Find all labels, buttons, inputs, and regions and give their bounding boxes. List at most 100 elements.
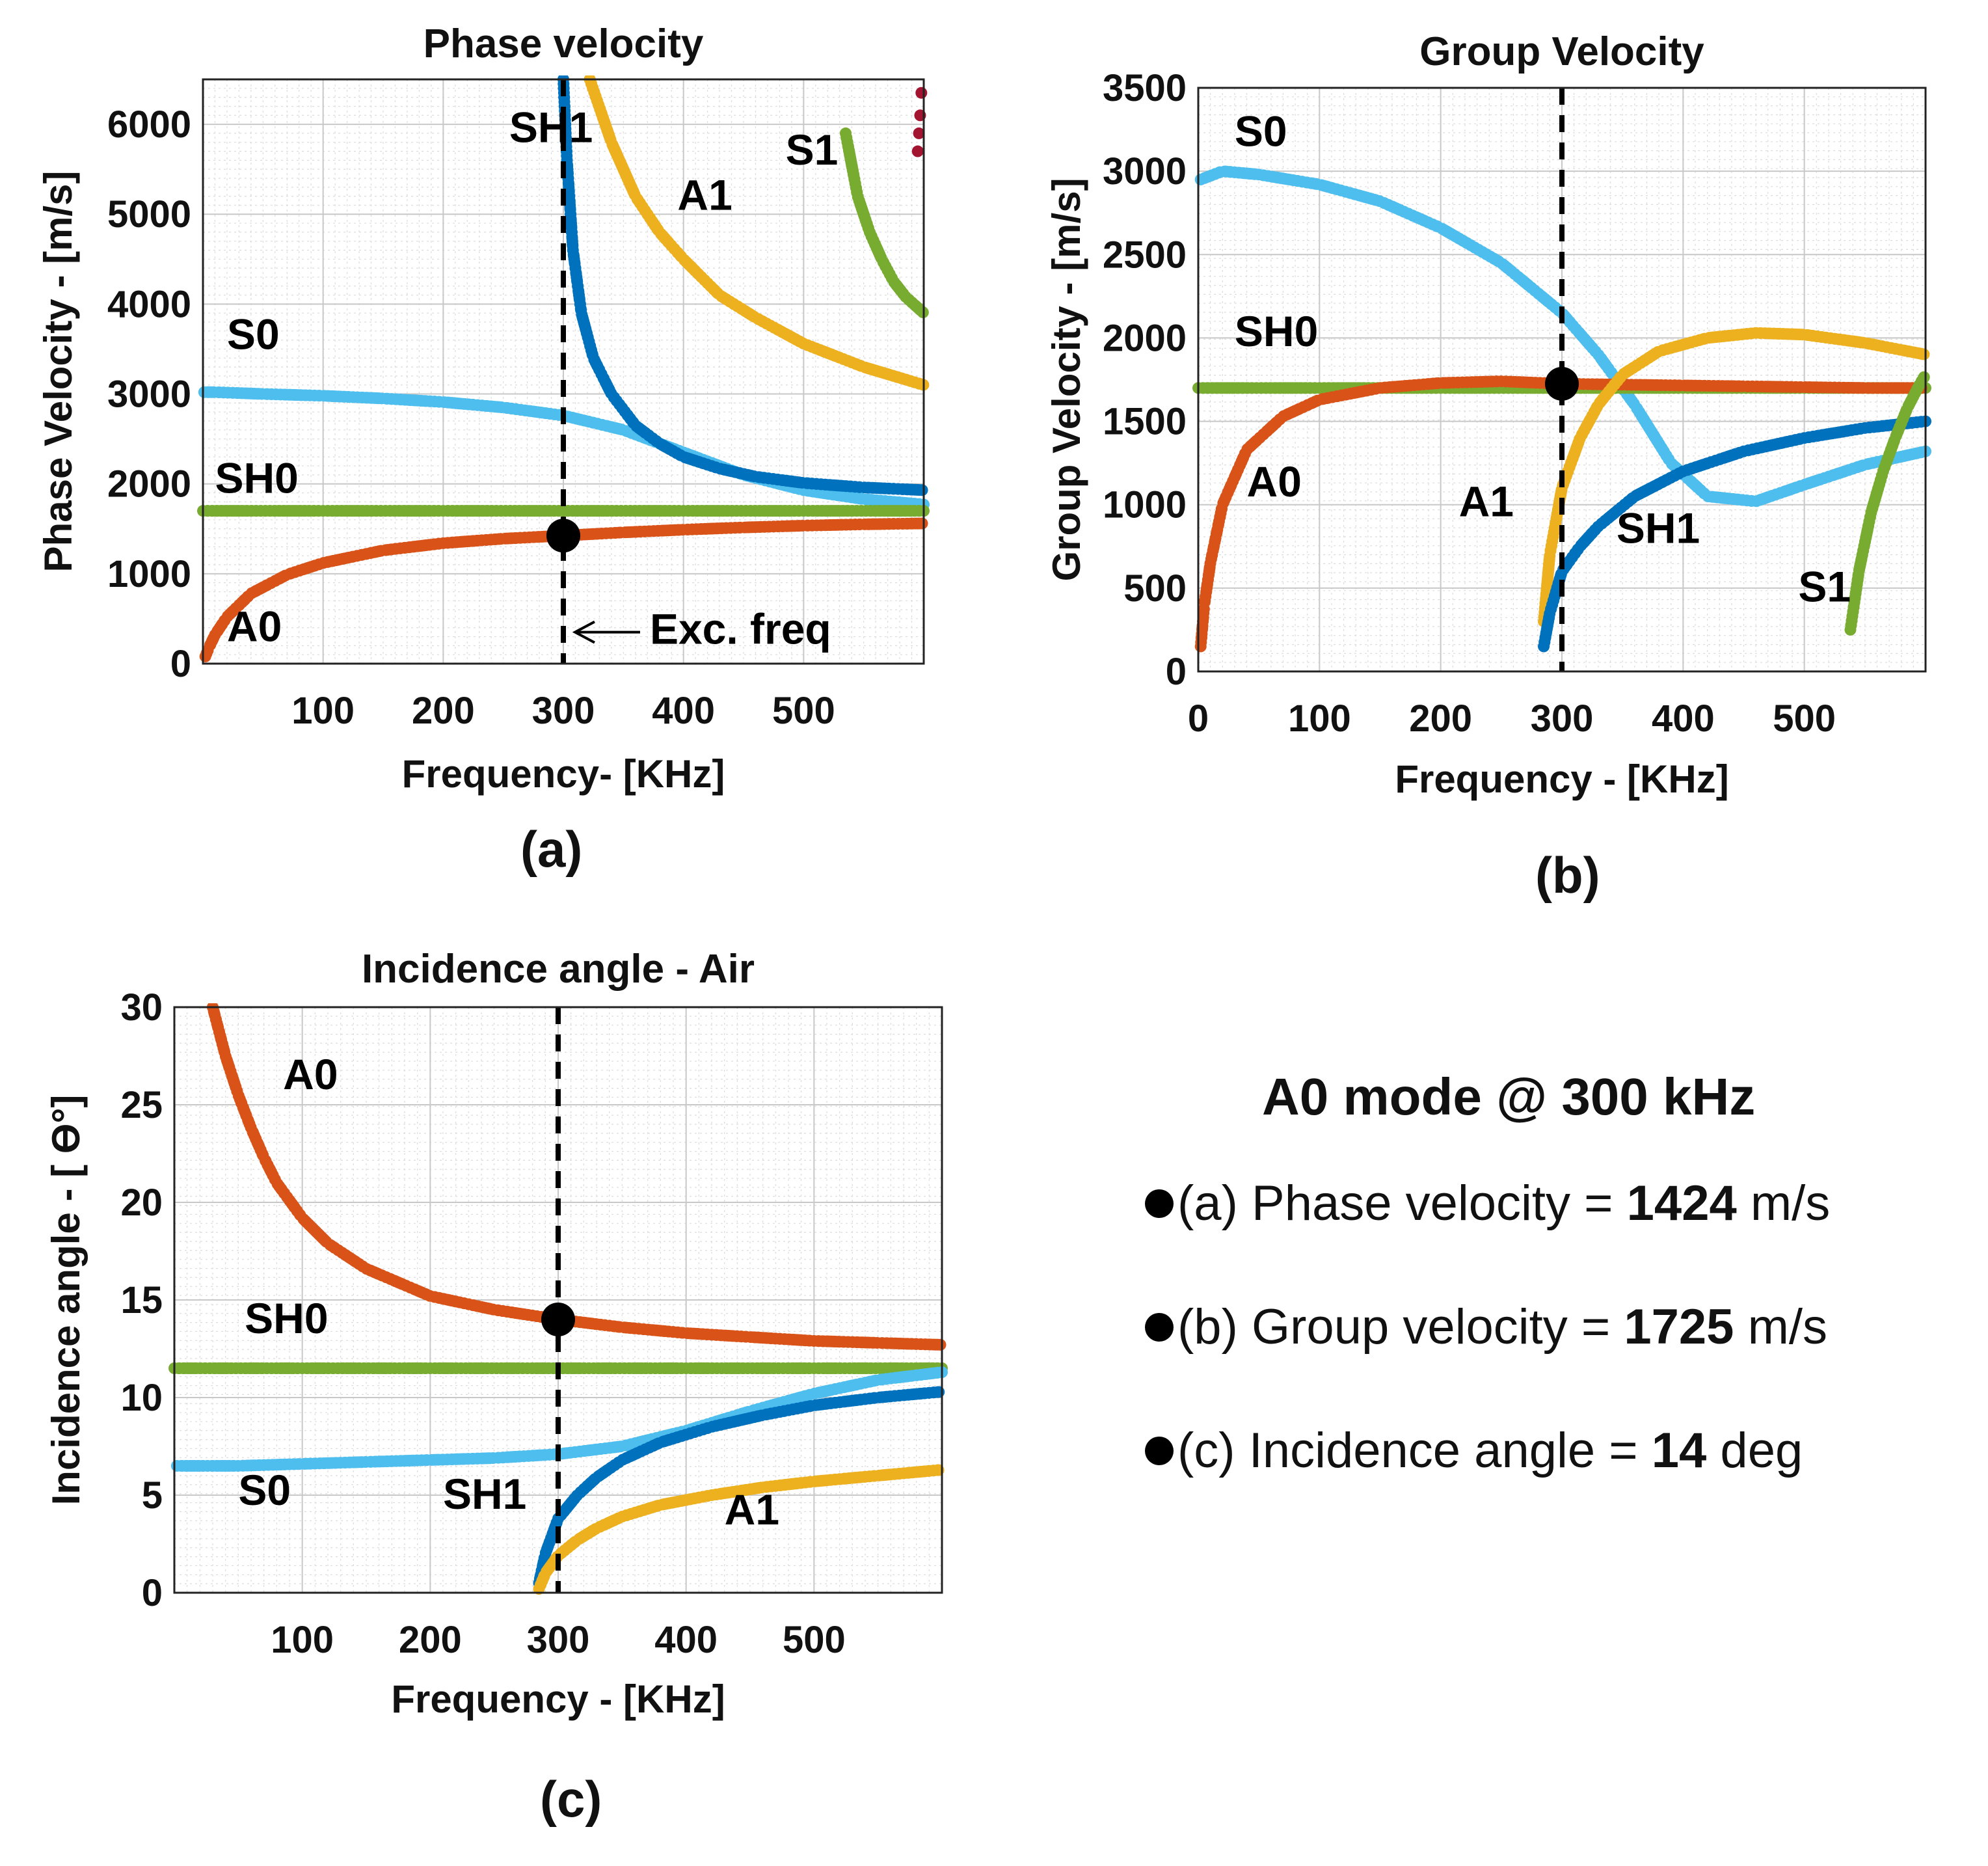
data-point [793,476,805,489]
y-axis-label: Incidence angle - [ ϴ°] [44,1095,88,1506]
mode-label: A1 [1459,478,1514,526]
chart-title: Incidence angle - Air [362,947,755,992]
plot-frame [202,78,925,665]
excitation-point-marker [546,519,580,553]
data-point [1917,372,1929,384]
x-tick-label: 100 [291,690,355,732]
data-point [1672,379,1685,392]
data-point [1369,383,1382,395]
x-tick-label: 100 [1288,697,1351,740]
mode-label: SH0 [1235,307,1318,355]
mode-label: A1 [677,170,732,219]
data-point [868,1336,880,1349]
mode-label: SH0 [215,454,298,502]
x-tick-label: 100 [271,1619,334,1661]
data-point [915,304,927,317]
data-point [1794,433,1807,445]
x-axis-label: Frequency- [KHz] [402,752,725,796]
data-point [1852,570,1864,582]
data-point [1309,382,1321,394]
x-tick-label: 200 [399,1619,462,1661]
data-point [673,524,686,536]
chart-title: Group Velocity [1419,29,1704,74]
y-tick-label: 10 [120,1377,163,1419]
phase-velocity-chart: 100 200 300 400 5000100020003000400050006000… [36,21,930,796]
excitation-point-marker [1545,366,1579,401]
series-a1 [584,75,930,391]
y-tick-label: 3500 [1103,67,1187,109]
data-point [1855,422,1867,435]
data-point [793,505,805,517]
data-point [853,493,866,505]
data-point [676,1327,688,1339]
data-point [493,401,505,413]
data-point [611,1321,624,1333]
data-point [1915,446,1928,459]
mode-label: S0 [238,1466,291,1514]
data-point [915,87,928,99]
data-point [1431,377,1443,390]
data-point [553,505,565,517]
series-sh1 [557,75,928,496]
data-point [913,505,926,517]
data-point [312,505,325,517]
data-point [1794,381,1807,393]
x-tick-label: 300 [527,1619,590,1661]
data-point [292,1458,304,1470]
data-point [913,377,926,390]
chart-title: Phase velocity [423,21,704,66]
data-point [420,1362,432,1374]
x-tick-label: 500 [1773,697,1836,740]
y-tick-label: 6000 [107,103,191,146]
data-point [1733,380,1745,392]
data-point [613,526,625,539]
data-point [793,520,805,532]
mode-label: A0 [227,602,282,650]
mode-label: A1 [725,1485,779,1534]
y-tick-label: 0 [1166,651,1187,693]
group-velocity-chart: 0 100 200 300 400 500050010001500200025003000… [1045,29,1931,801]
data-point [493,533,505,545]
data-point [913,484,926,496]
data-point [433,505,445,517]
series-sh0 [197,505,930,517]
y-tick-label: 25 [120,1084,163,1126]
series-sh1 [533,1386,945,1589]
data-point [252,388,265,400]
mode-label: A0 [1247,457,1302,506]
series-a1 [533,1464,945,1595]
x-tick-label: 400 [652,690,715,732]
data-point [803,1476,816,1488]
series-s0 [1194,165,1931,507]
x-tick-label: 200 [1409,697,1472,740]
y-tick-label: 20 [120,1182,163,1224]
series-s1 [1844,371,1930,636]
x-tick-label: 400 [1652,697,1715,740]
x-tick-label: 500 [772,690,835,732]
series-group [1192,165,1931,653]
mode-label: S0 [227,310,280,358]
data-point [433,537,445,550]
y-tick-label: 2500 [1103,234,1187,276]
y-tick-label: 3000 [1103,150,1187,193]
data-point [433,396,445,408]
data-point [1855,382,1867,394]
data-point [561,150,573,162]
data-point [356,1456,368,1468]
y-tick-label: 5000 [107,193,191,236]
data-point [803,1334,816,1347]
y-tick-label: 15 [120,1279,163,1321]
data-point [868,1392,880,1404]
x-axis-label: Frequency - [KHz] [1395,757,1728,801]
series-sh0 [168,1362,948,1374]
mode-label: S1 [1798,562,1851,610]
data-point [291,1362,304,1374]
data-point [733,521,746,534]
data-point [313,390,325,402]
series-a0 [1194,375,1928,653]
data-point [932,1464,944,1476]
mode-label: SH1 [1617,504,1700,552]
mode-label: SH0 [245,1294,328,1342]
arrow-head-icon [572,620,595,644]
